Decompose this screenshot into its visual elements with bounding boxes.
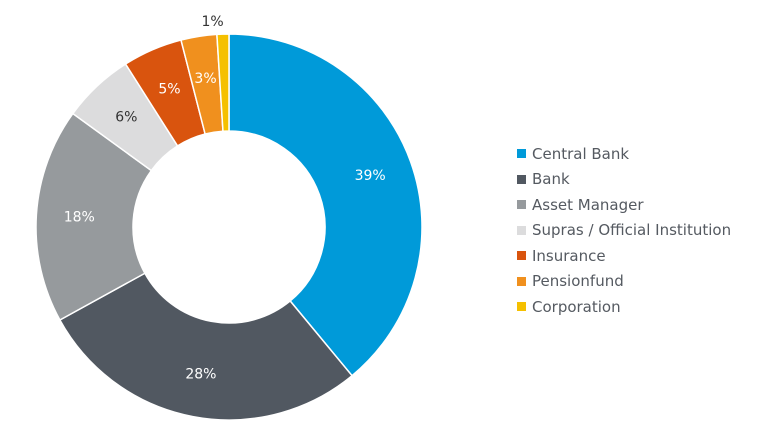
legend-label: Asset Manager <box>532 195 644 214</box>
pie-slice-corporation <box>216 33 230 132</box>
legend-swatch <box>517 200 526 210</box>
legend-swatch <box>517 251 526 261</box>
legend-item: Insurance <box>517 243 731 269</box>
legend-swatch <box>517 149 526 159</box>
data-label-supras-official-institution: 6% <box>115 110 137 126</box>
legend-swatch <box>517 225 526 235</box>
legend-item: Asset Manager <box>517 192 731 218</box>
legend-item: Central Bank <box>517 141 731 167</box>
data-label-corporation: 1% <box>201 14 223 30</box>
data-label-asset-manager: 18% <box>64 210 95 226</box>
legend-label: Pensionfund <box>532 272 624 291</box>
pie-slice-asset-manager <box>35 112 153 321</box>
legend-label: Bank <box>532 170 570 189</box>
legend-item: Corporation <box>517 294 731 320</box>
data-label-central-bank: 39% <box>355 168 386 184</box>
legend-label: Central Bank <box>532 144 630 163</box>
legend-item: Pensionfund <box>517 269 731 295</box>
legend-label: Corporation <box>532 297 621 316</box>
data-label-bank: 28% <box>185 366 216 382</box>
pie-slice-bank <box>58 272 354 421</box>
legend-label: Supras / Official Institution <box>532 221 732 240</box>
legend-item: Bank <box>517 167 731 193</box>
legend-label: Insurance <box>532 246 606 265</box>
legend-swatch <box>517 302 526 312</box>
chart-legend: Central Bank Bank Asset Manager Supras / Of… <box>517 141 731 320</box>
legend-swatch <box>517 276 526 286</box>
legend-item: Supras / Official Institution <box>517 218 731 244</box>
data-label-pensionfund: 3% <box>194 71 216 87</box>
pie-slice-central-bank <box>228 33 423 377</box>
data-label-insurance: 5% <box>158 81 180 97</box>
legend-swatch <box>517 174 526 184</box>
